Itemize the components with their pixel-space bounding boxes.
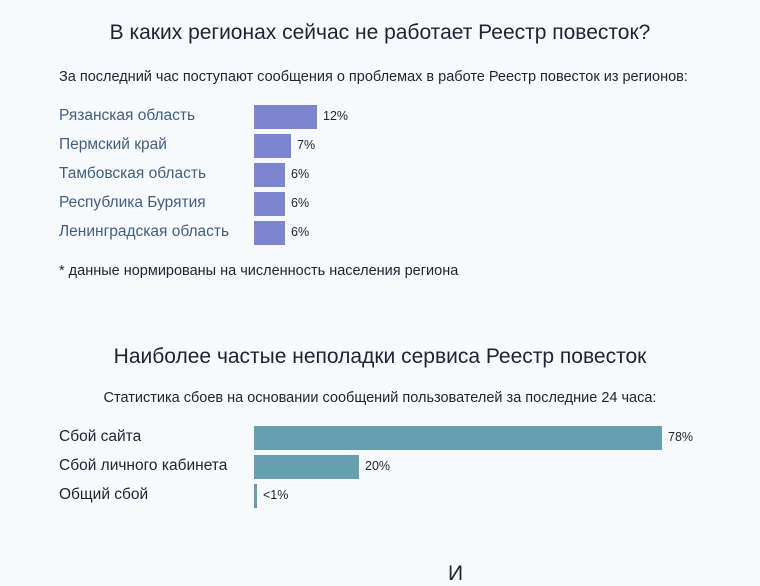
issue-value: 78% — [668, 430, 694, 444]
issue-label: Общий сбой — [59, 486, 149, 503]
region-row: Рязанская область 12% — [0, 104, 760, 133]
region-row: Ленинградская область 6% — [0, 220, 760, 249]
region-label[interactable]: Рязанская область — [59, 107, 196, 124]
issue-bar — [254, 426, 662, 450]
region-label[interactable]: Пермский край — [59, 136, 167, 153]
issue-label: Сбой личного кабинета — [59, 457, 228, 474]
issue-row: Сбой сайта 78% — [0, 425, 760, 454]
region-value: 6% — [291, 167, 310, 181]
issues-subtitle: Статистика сбоев на основании сообщений … — [103, 390, 657, 406]
normalization-note: * данные нормированы на численность насе… — [59, 263, 459, 279]
next-section-title: И — [448, 562, 464, 585]
region-bar — [254, 221, 285, 245]
regions-chart: Рязанская область 12% Пермский край 7% Т… — [0, 104, 760, 249]
region-value: 6% — [291, 225, 310, 239]
region-bar — [254, 192, 285, 216]
issue-label: Сбой сайта — [59, 428, 142, 445]
region-row: Республика Бурятия 6% — [0, 191, 760, 220]
region-row: Тамбовская область 6% — [0, 162, 760, 191]
region-bar — [254, 134, 291, 158]
issue-row: Общий сбой <1% — [0, 483, 760, 512]
region-label[interactable]: Республика Бурятия — [59, 194, 206, 211]
issues-chart: Сбой сайта 78% Сбой личного кабинета 20%… — [0, 425, 760, 512]
issue-bar — [254, 484, 257, 508]
issues-title: Наиболее частые неполадки сервиса Реестр… — [113, 345, 647, 368]
region-value: 7% — [297, 138, 316, 152]
region-value: 6% — [291, 196, 310, 210]
issue-value: 20% — [365, 459, 391, 473]
region-value: 12% — [323, 109, 349, 123]
regions-title: В каких регионах сейчас не работает Реес… — [109, 21, 651, 44]
region-row: Пермский край 7% — [0, 133, 760, 162]
issue-row: Сбой личного кабинета 20% — [0, 454, 760, 483]
issue-value: <1% — [263, 488, 289, 502]
region-label[interactable]: Ленинградская область — [59, 223, 230, 240]
region-bar — [254, 105, 317, 129]
regions-subtitle: За последний час поступают сообщения о п… — [59, 69, 688, 85]
issue-bar — [254, 455, 359, 479]
region-label[interactable]: Тамбовская область — [59, 165, 207, 182]
region-bar — [254, 163, 285, 187]
